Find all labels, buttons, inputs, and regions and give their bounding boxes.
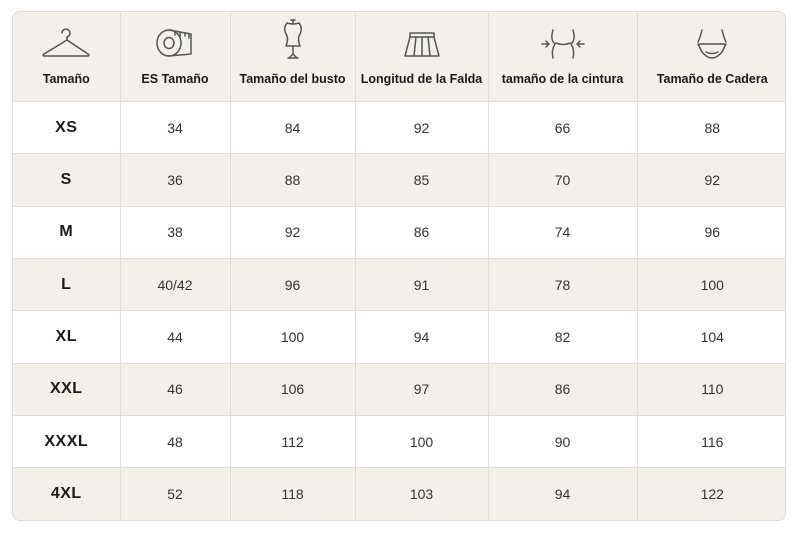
table-row: XXL 46 106 97 86 110 xyxy=(13,363,785,416)
header-es-size: ES Tamaño xyxy=(120,12,231,102)
hip-cell: 122 xyxy=(637,467,785,520)
waist-cell: 82 xyxy=(488,310,638,364)
skirt-length-cell: 103 xyxy=(355,467,489,520)
bust-cell: 112 xyxy=(230,415,356,469)
table-row: 4XL 52 118 103 94 122 xyxy=(13,467,785,520)
bust-cell: 100 xyxy=(230,310,356,364)
bust-cell: 96 xyxy=(230,258,356,312)
hip-cell: 104 xyxy=(637,310,785,364)
header-label: Tamaño de Cadera xyxy=(656,72,768,86)
size-cell: XXL xyxy=(13,363,121,416)
header-waist: tamaño de la cintura xyxy=(488,12,638,102)
size-cell: XL xyxy=(13,310,121,364)
skirt-length-cell: 92 xyxy=(355,101,489,155)
size-cell: S xyxy=(13,153,121,207)
hip-icon xyxy=(697,29,727,59)
header-label: Tamaño del busto xyxy=(239,72,346,86)
es-size-cell: 40/42 xyxy=(120,258,231,312)
skirt-length-cell: 100 xyxy=(355,415,489,469)
es-size-cell: 46 xyxy=(120,363,231,416)
table-row: M 38 92 86 74 96 xyxy=(13,206,785,259)
hip-cell: 100 xyxy=(637,258,785,312)
table-row: S 36 88 85 70 92 xyxy=(13,153,785,207)
es-size-cell: 34 xyxy=(120,101,231,155)
hip-cell: 88 xyxy=(637,101,785,155)
hanger-icon xyxy=(42,28,90,57)
skirt-length-cell: 97 xyxy=(355,363,489,416)
bust-cell: 84 xyxy=(230,101,356,155)
es-size-cell: 38 xyxy=(120,206,231,259)
skirt-length-cell: 91 xyxy=(355,258,489,312)
header-label: Tamaño xyxy=(42,72,90,86)
table-row: XXXL 48 112 100 90 116 xyxy=(13,415,785,469)
bust-cell: 92 xyxy=(230,206,356,259)
header-bust: Tamaño del busto xyxy=(230,12,356,102)
size-cell: XXXL xyxy=(13,415,121,469)
skirt-length-cell: 85 xyxy=(355,153,489,207)
es-size-cell: 52 xyxy=(120,467,231,520)
bust-cell: 118 xyxy=(230,467,356,520)
waist-cell: 86 xyxy=(488,363,638,416)
skirt-length-cell: 94 xyxy=(355,310,489,364)
measuring-tape-icon xyxy=(156,29,192,57)
table-row: XL 44 100 94 82 104 xyxy=(13,310,785,364)
dress-form-icon xyxy=(283,19,302,59)
waist-cell: 70 xyxy=(488,153,638,207)
header-label: ES Tamaño xyxy=(141,72,209,86)
table-row: XS 34 84 92 66 88 xyxy=(13,101,785,155)
waist-cell: 90 xyxy=(488,415,638,469)
bust-cell: 106 xyxy=(230,363,356,416)
hip-cell: 110 xyxy=(637,363,785,416)
waist-cell: 74 xyxy=(488,206,638,259)
hip-cell: 96 xyxy=(637,206,785,259)
es-size-cell: 48 xyxy=(120,415,231,469)
header-skirt-length: Longitud de la Falda xyxy=(355,12,489,102)
header-hip: Tamaño de Cadera xyxy=(637,12,785,102)
table-row: L 40/42 96 91 78 100 xyxy=(13,258,785,312)
waist-cell: 66 xyxy=(488,101,638,155)
header-label: tamaño de la cintura xyxy=(501,72,624,86)
size-cell: 4XL xyxy=(13,467,121,520)
header-label: Longitud de la Falda xyxy=(360,72,483,86)
size-cell: L xyxy=(13,258,121,312)
skirt-icon xyxy=(403,32,440,57)
size-cell: XS xyxy=(13,101,121,155)
header-row: Tamaño ES Tamaño xyxy=(13,12,785,102)
header-size: Tamaño xyxy=(13,12,121,102)
es-size-cell: 44 xyxy=(120,310,231,364)
es-size-cell: 36 xyxy=(120,153,231,207)
hip-cell: 116 xyxy=(637,415,785,469)
waist-cell: 78 xyxy=(488,258,638,312)
size-table: Tamaño ES Tamaño xyxy=(13,12,785,520)
skirt-length-cell: 86 xyxy=(355,206,489,259)
size-chart: Tamaño ES Tamaño xyxy=(12,11,786,521)
waist-icon xyxy=(540,29,585,59)
hip-cell: 92 xyxy=(637,153,785,207)
size-cell: M xyxy=(13,206,121,259)
bust-cell: 88 xyxy=(230,153,356,207)
waist-cell: 94 xyxy=(488,467,638,520)
